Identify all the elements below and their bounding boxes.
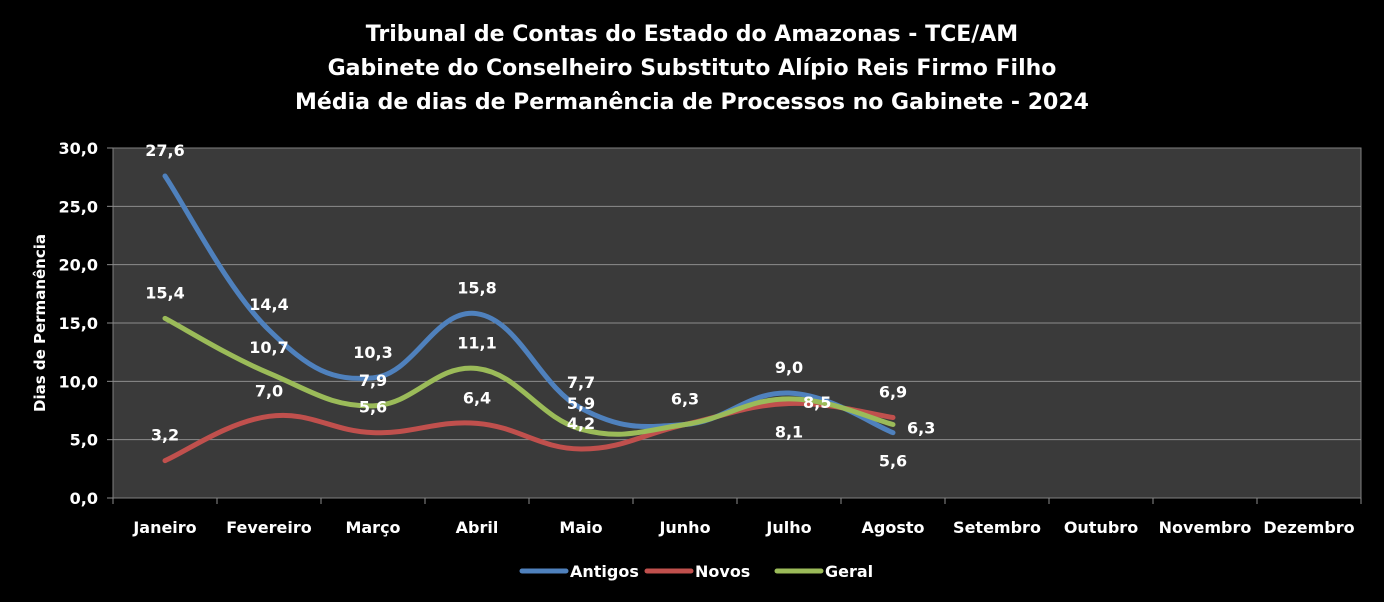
data-label-antigos: 6,3 (671, 390, 699, 409)
legend-label-geral: Geral (825, 562, 873, 581)
y-tick-label: 15,0 (59, 314, 98, 333)
gridlines (113, 205, 1361, 441)
data-label-novos: 3,2 (151, 426, 179, 445)
x-tick-label: Julho (765, 518, 811, 537)
data-label-antigos: 9,0 (775, 358, 803, 377)
data-label-geral: 6,3 (907, 419, 935, 438)
x-axis: Janeiro Fevereiro Março Abril Maio Junho Julho… (112, 498, 1362, 537)
data-label-geral: 8,5 (803, 393, 831, 412)
y-tick-label: 0,0 (70, 489, 98, 508)
data-label-geral: 5,9 (567, 394, 595, 413)
x-tick-label: Dezembro (1263, 518, 1354, 537)
series-lines (162, 173, 896, 464)
data-label-antigos: 15,8 (457, 279, 496, 298)
data-label-antigos: 14,4 (249, 295, 288, 314)
y-tick-label: 5,0 (70, 431, 98, 450)
legend-label-novos: Novos (695, 562, 750, 581)
x-tick-label: Novembro (1159, 518, 1252, 537)
x-tick-label: Junho (658, 518, 710, 537)
data-label-novos: 5,6 (359, 398, 387, 417)
data-label-antigos: 10,3 (353, 343, 392, 362)
legend-item-antigos: Antigos (519, 562, 639, 581)
data-labels: 27,6 14,4 10,3 15,8 7,7 6,3 9,0 5,6 3,2 7,0 5,6 6,4… (145, 141, 935, 471)
data-label-novos: 6,4 (463, 388, 491, 407)
data-label-novos: 7,0 (255, 381, 283, 400)
chart-title-line-3: Média de dias de Permanência de Processo… (295, 90, 1089, 115)
data-label-geral: 7,9 (359, 371, 387, 390)
data-label-geral: 15,4 (145, 283, 184, 302)
x-tick-label: Abril (456, 518, 499, 537)
legend: Antigos Novos Geral (519, 562, 873, 581)
legend-item-geral: Geral (774, 562, 873, 581)
data-label-geral: 10,7 (249, 338, 288, 357)
x-tick-label: Setembro (953, 518, 1041, 537)
x-tick-label: Março (345, 518, 400, 537)
x-tick-label: Agosto (862, 518, 925, 537)
legend-label-antigos: Antigos (570, 562, 639, 581)
x-tick-label: Fevereiro (226, 518, 312, 537)
x-tick-label: Maio (559, 518, 602, 537)
series-line-novos (162, 400, 896, 464)
x-tick-label: Janeiro (132, 518, 196, 537)
series-line-antigos (162, 173, 896, 436)
data-label-antigos: 5,6 (879, 452, 907, 471)
y-axis-title: Dias de Permanência (31, 234, 49, 412)
chart-title-line-2: Gabinete do Conselheiro Substituto Alípi… (327, 56, 1057, 81)
data-label-novos: 8,1 (775, 423, 803, 442)
y-tick-label: 25,0 (59, 197, 98, 216)
y-tick-label: 20,0 (59, 256, 98, 275)
data-label-novos: 4,2 (567, 414, 595, 433)
y-tick-label: 30,0 (59, 139, 98, 158)
y-tick-label: 10,0 (59, 372, 98, 391)
data-label-antigos: 7,7 (567, 373, 595, 392)
chart-title-line-1: Tribunal de Contas do Estado do Amazonas… (365, 22, 1019, 47)
x-tick-label: Outubro (1064, 518, 1138, 537)
series-line-geral (162, 315, 896, 437)
data-label-geral: 11,1 (457, 334, 496, 353)
data-label-antigos: 27,6 (145, 141, 184, 160)
legend-item-novos: Novos (644, 562, 750, 581)
chart-title: Tribunal de Contas do Estado do Amazonas… (0, 18, 1384, 120)
data-label-novos: 6,9 (879, 383, 907, 402)
y-axis: 0,0 5,0 10,0 15,0 20,0 25,0 30,0 (59, 139, 113, 508)
